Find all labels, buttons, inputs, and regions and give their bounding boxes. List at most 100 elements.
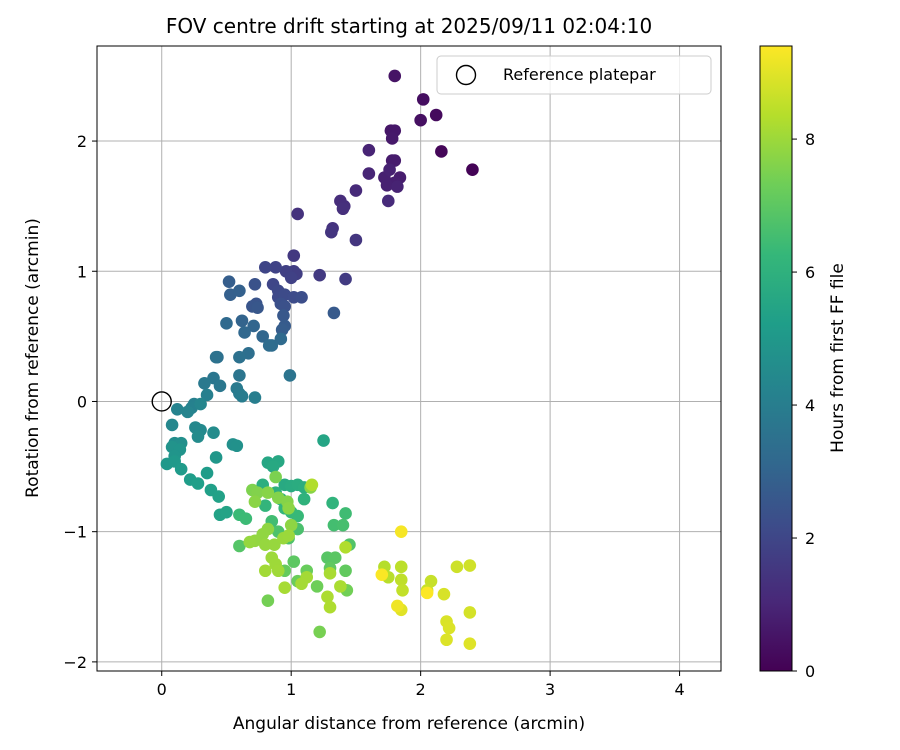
data-point — [394, 573, 408, 587]
colorbar-ticks: 0 2 4 6 8 — [792, 130, 815, 681]
data-point — [238, 326, 251, 339]
data-point — [463, 606, 477, 619]
data-point — [198, 376, 211, 390]
data-point — [323, 567, 337, 580]
colorbar-gradient — [759, 45, 793, 672]
data-point — [248, 277, 262, 291]
data-point — [394, 560, 408, 574]
x-tick-label: 2 — [416, 680, 426, 699]
data-point — [191, 430, 205, 443]
data-point — [327, 518, 341, 532]
data-point — [233, 350, 246, 364]
data-point — [420, 586, 434, 600]
data-point — [336, 202, 350, 216]
data-point — [334, 580, 347, 593]
data-point — [317, 434, 330, 447]
data-point — [282, 501, 295, 515]
data-point — [235, 314, 249, 328]
data-point — [261, 486, 275, 499]
data-point — [325, 225, 338, 239]
data-point — [327, 306, 341, 320]
data-point — [313, 625, 326, 639]
data-point — [442, 621, 456, 635]
data-point — [209, 350, 223, 364]
data-point — [181, 405, 194, 419]
data-point — [258, 564, 272, 578]
colorbar: 0 2 4 6 8 Hours from first FF file — [759, 45, 848, 681]
data-point — [326, 496, 339, 510]
legend-box — [436, 55, 712, 95]
data-point — [170, 402, 184, 416]
data-point — [200, 388, 214, 402]
data-point — [305, 478, 319, 492]
data-point — [269, 261, 282, 274]
data-point — [278, 581, 292, 594]
y-tick-label: 1 — [77, 262, 87, 281]
data-point — [212, 490, 225, 503]
data-point — [383, 163, 396, 176]
data-point — [362, 167, 376, 180]
data-point — [258, 499, 272, 512]
data-point — [284, 518, 298, 532]
data-point — [463, 559, 477, 572]
data-point — [440, 633, 453, 647]
legend-reference-marker — [455, 64, 477, 86]
data-point — [191, 477, 205, 490]
data-point — [339, 507, 352, 520]
x-tick-label: 3 — [545, 680, 555, 699]
x-tick-label: 0 — [157, 680, 167, 699]
x-tick-label: 4 — [674, 680, 684, 699]
data-point — [268, 538, 281, 551]
data-point — [380, 179, 394, 192]
y-axis-ticks: −2 −1 0 1 2 — [63, 132, 97, 672]
y-axis-label: Rotation from reference (arcmin) — [23, 218, 43, 498]
colorbar-tick-label: 8 — [805, 130, 815, 149]
legend-entry-reference: Reference platepar — [503, 65, 656, 84]
reference-marker-layer — [151, 391, 172, 412]
data-point — [339, 541, 352, 554]
data-point — [243, 535, 257, 549]
data-point — [220, 505, 233, 519]
data-point — [391, 180, 404, 193]
data-point — [313, 268, 326, 282]
data-point — [391, 599, 404, 613]
data-point — [414, 113, 427, 127]
x-axis-label: Angular distance from reference (arcmin) — [233, 714, 585, 734]
data-point — [429, 108, 443, 122]
data-point — [233, 369, 246, 382]
colorbar-tick-label: 0 — [805, 662, 815, 681]
data-point — [220, 317, 233, 330]
legend: Reference platepar — [436, 55, 712, 95]
data-point — [339, 272, 352, 286]
data-point — [336, 518, 350, 532]
grid-lines — [97, 46, 721, 671]
y-tick-label: −2 — [63, 653, 87, 672]
colorbar-tick-label: 2 — [805, 529, 815, 548]
data-point — [248, 391, 262, 404]
data-point — [251, 301, 264, 315]
data-point — [321, 590, 334, 604]
data-point — [323, 600, 337, 614]
x-tick-label: 1 — [286, 680, 296, 699]
data-point — [310, 580, 324, 593]
data-point — [385, 132, 399, 145]
reference-platepar-marker — [151, 391, 172, 412]
data-point — [287, 555, 301, 568]
data-point — [349, 184, 363, 197]
data-point — [396, 583, 409, 597]
data-point — [174, 462, 188, 476]
data-point — [230, 439, 244, 453]
data-point — [200, 466, 214, 480]
data-point — [394, 525, 408, 538]
data-point — [282, 529, 295, 542]
data-point — [235, 389, 249, 403]
data-point — [233, 539, 246, 553]
data-point — [463, 637, 477, 650]
data-point — [435, 145, 448, 158]
data-point — [295, 577, 308, 591]
data-point — [258, 261, 272, 274]
data-point — [283, 369, 297, 382]
data-point — [381, 194, 395, 208]
data-point — [297, 492, 311, 506]
